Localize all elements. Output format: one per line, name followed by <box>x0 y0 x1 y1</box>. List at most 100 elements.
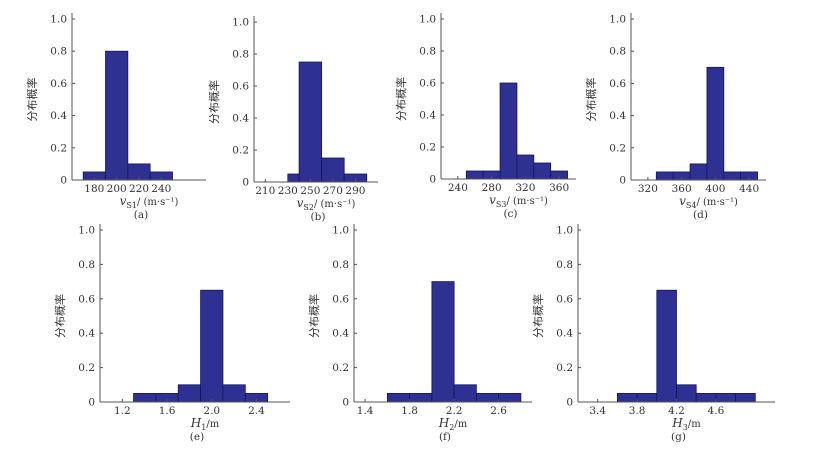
x-tick-label: 2.4 <box>248 405 265 417</box>
y-axis-title: 分布概率 <box>584 78 598 122</box>
x-tick-label: 240 <box>448 182 468 194</box>
x-axis-title: H1/m <box>190 416 220 432</box>
x-axis-title: vS1/ (m·s⁻¹) <box>120 194 179 210</box>
x-tick-label: 3.8 <box>629 405 646 417</box>
y-tick-label: 0.4 <box>50 110 67 122</box>
histogram-panel: 0 0.2 0.4 0.6 0.8 1.0 180 200 220 240 分布概率 vS1/ (m·… <box>25 13 206 221</box>
y-axis-title: 分布概率 <box>53 294 67 338</box>
histogram-panel: 0 0.2 0.4 0.6 0.8 1.0 1.2 1.6 2.0 2.4 分布概率 H1/m(e) <box>53 224 290 443</box>
histogram-bar <box>298 61 323 183</box>
histogram-bar <box>735 392 756 403</box>
y-tick-label: 0.4 <box>419 110 436 122</box>
x-tick-label: 1.8 <box>401 405 418 417</box>
x-tick-label: 240 <box>151 183 171 195</box>
y-tick-label: 0.4 <box>78 328 95 340</box>
x-tick-label: 180 <box>84 183 104 195</box>
histogram-bar <box>431 281 455 403</box>
y-tick-label: 1.0 <box>50 14 67 26</box>
histogram-bar <box>533 162 552 180</box>
histogram-panel: 0 0.2 0.4 0.6 0.8 1.0 320 360 400 440 分布概率 vS4/ (m·… <box>584 13 766 221</box>
y-axis-title: 分布概率 <box>207 80 221 124</box>
histogram-bar <box>617 392 638 403</box>
y-tick-label: 1.0 <box>609 14 626 26</box>
histogram-bar <box>689 163 708 181</box>
x-tick-label: 220 <box>129 183 149 195</box>
y-axis-title: 分布概率 <box>25 78 39 122</box>
histogram-panel: 0 0.2 0.4 0.6 0.8 1.0 210 230 250 270 290 分布概率 vS2/ … <box>207 16 378 223</box>
y-tick-label: 0 <box>242 177 249 189</box>
y-tick-label: 0.2 <box>609 142 626 154</box>
y-axis-title: 分布概率 <box>307 294 321 338</box>
x-tick-label: 320 <box>638 183 658 195</box>
y-tick-label: 0.4 <box>556 328 573 340</box>
histogram-bar <box>453 384 477 403</box>
histogram-bar <box>386 392 411 403</box>
x-tick-label: 2.6 <box>490 405 507 417</box>
histogram-bar <box>723 171 742 181</box>
y-tick-label: 0.2 <box>78 362 95 374</box>
y-tick-label: 1.0 <box>332 225 349 237</box>
y-tick-label: 0 <box>566 397 573 409</box>
y-axis-title: 分布概率 <box>531 294 545 338</box>
y-tick-label: 0.2 <box>332 362 349 374</box>
y-tick-label: 0 <box>88 397 95 409</box>
x-tick-label: 4.6 <box>708 405 725 417</box>
y-tick-label: 1.0 <box>232 17 249 29</box>
y-tick-label: 0.8 <box>232 49 249 61</box>
x-tick-label: 1.2 <box>114 405 131 417</box>
y-tick-label: 0.6 <box>419 78 436 90</box>
y-tick-label: 1.0 <box>556 225 573 237</box>
panel-label: (e) <box>190 431 204 443</box>
histogram-panel: 0 0.2 0.4 0.6 0.8 1.0 1.4 1.8 2.2 2.6 分布概率 H2/m(f) <box>307 224 532 443</box>
x-tick-label: 1.6 <box>159 405 176 417</box>
x-tick-label: 2.2 <box>446 405 463 417</box>
x-tick-label: 290 <box>345 185 365 197</box>
y-tick-label: 0.8 <box>609 46 626 58</box>
histogram-bar <box>321 157 345 183</box>
x-tick-label: 320 <box>515 182 535 194</box>
histogram-bar <box>465 170 484 180</box>
y-tick-label: 0.2 <box>556 362 573 374</box>
panel-label: (b) <box>311 211 326 223</box>
y-tick-label: 0 <box>60 175 67 187</box>
y-tick-label: 0.6 <box>332 293 349 305</box>
x-tick-label: 230 <box>278 185 298 197</box>
x-tick-label: 210 <box>255 185 275 197</box>
x-axis-title: H3/m <box>671 416 701 432</box>
histogram-bar <box>516 154 535 180</box>
y-tick-label: 0.2 <box>232 145 249 157</box>
y-tick-label: 0.6 <box>609 78 626 90</box>
x-tick-label: 360 <box>672 183 692 195</box>
y-tick-label: 0.2 <box>50 142 67 154</box>
histogram-bar <box>177 384 201 403</box>
panel-label: (g) <box>671 431 686 443</box>
histogram-bar <box>133 392 157 403</box>
x-tick-label: 400 <box>705 183 725 195</box>
x-tick-label: 360 <box>549 182 569 194</box>
histogram-bar <box>715 392 737 403</box>
panel-label: (f) <box>439 431 451 443</box>
x-axis-title: vS4/ (m·s⁻¹) <box>679 194 738 210</box>
x-tick-label: 270 <box>323 185 343 197</box>
y-tick-label: 0.8 <box>556 259 573 271</box>
histogram-bar <box>287 173 300 183</box>
histogram-bar <box>695 392 717 403</box>
histogram-bar <box>655 171 674 181</box>
histogram-bar <box>409 392 433 403</box>
histogram-bar <box>498 392 522 403</box>
y-tick-label: 0 <box>619 175 626 187</box>
x-tick-label: 440 <box>739 183 759 195</box>
x-axis-title: vS3/ (m·s⁻¹) <box>489 193 548 209</box>
x-tick-label: 2.0 <box>203 405 220 417</box>
x-tick-label: 250 <box>300 185 320 197</box>
histogram-bar <box>656 289 677 403</box>
panel-label: (a) <box>134 209 148 221</box>
x-tick-label: 1.4 <box>357 405 374 417</box>
y-tick-label: 0.2 <box>419 142 436 154</box>
x-tick-label: 3.4 <box>589 405 606 417</box>
histogram-bar <box>105 50 129 181</box>
histogram-bar <box>222 384 246 403</box>
histogram-bar <box>706 66 725 181</box>
histogram-panel: 0 0.2 0.4 0.6 0.8 1.0 240 280 320 360 分布概率 vS3/ (m·… <box>394 13 576 220</box>
